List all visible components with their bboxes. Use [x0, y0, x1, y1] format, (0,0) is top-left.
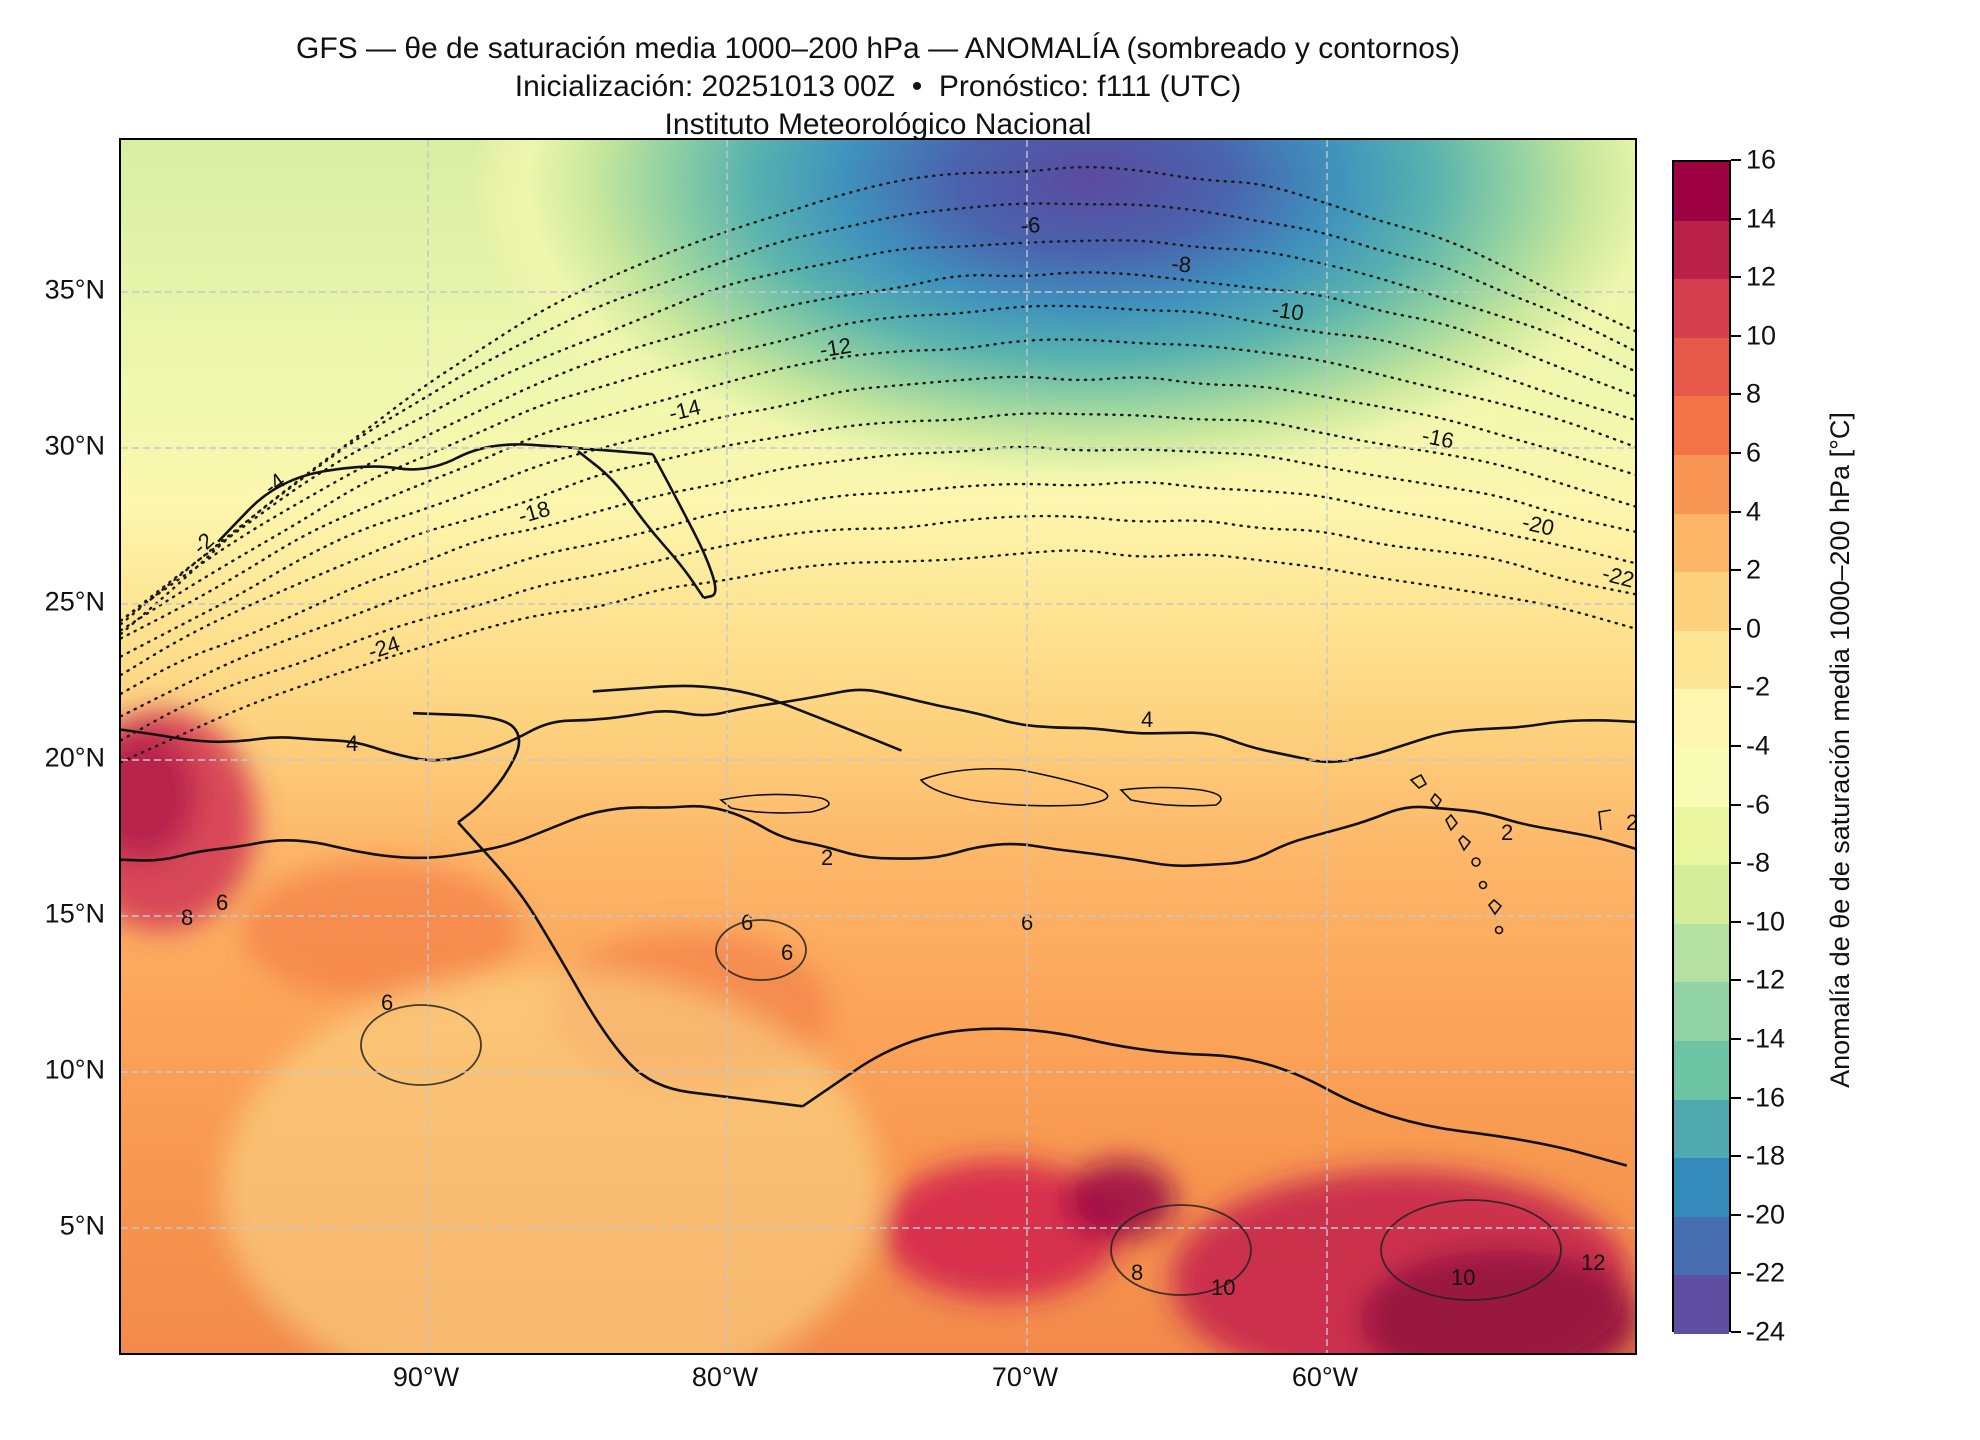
svg-text:2: 2 [1501, 820, 1513, 845]
svg-text:6: 6 [781, 940, 793, 965]
svg-text:-8: -8 [1171, 251, 1192, 277]
svg-text:4: 4 [1141, 707, 1153, 732]
svg-text:-6: -6 [1020, 212, 1041, 238]
svg-text:10: 10 [1211, 1275, 1235, 1300]
svg-text:6: 6 [216, 890, 228, 915]
svg-text:10: 10 [1451, 1265, 1475, 1290]
svg-text:12: 12 [1581, 1250, 1605, 1275]
svg-text:-12: -12 [818, 333, 853, 363]
svg-text:8: 8 [181, 905, 193, 930]
svg-text:2: 2 [821, 845, 833, 870]
svg-text:4: 4 [346, 731, 358, 756]
svg-text:2: 2 [1626, 810, 1637, 835]
svg-text:8: 8 [1131, 1260, 1143, 1285]
svg-text:-10: -10 [1270, 296, 1305, 325]
